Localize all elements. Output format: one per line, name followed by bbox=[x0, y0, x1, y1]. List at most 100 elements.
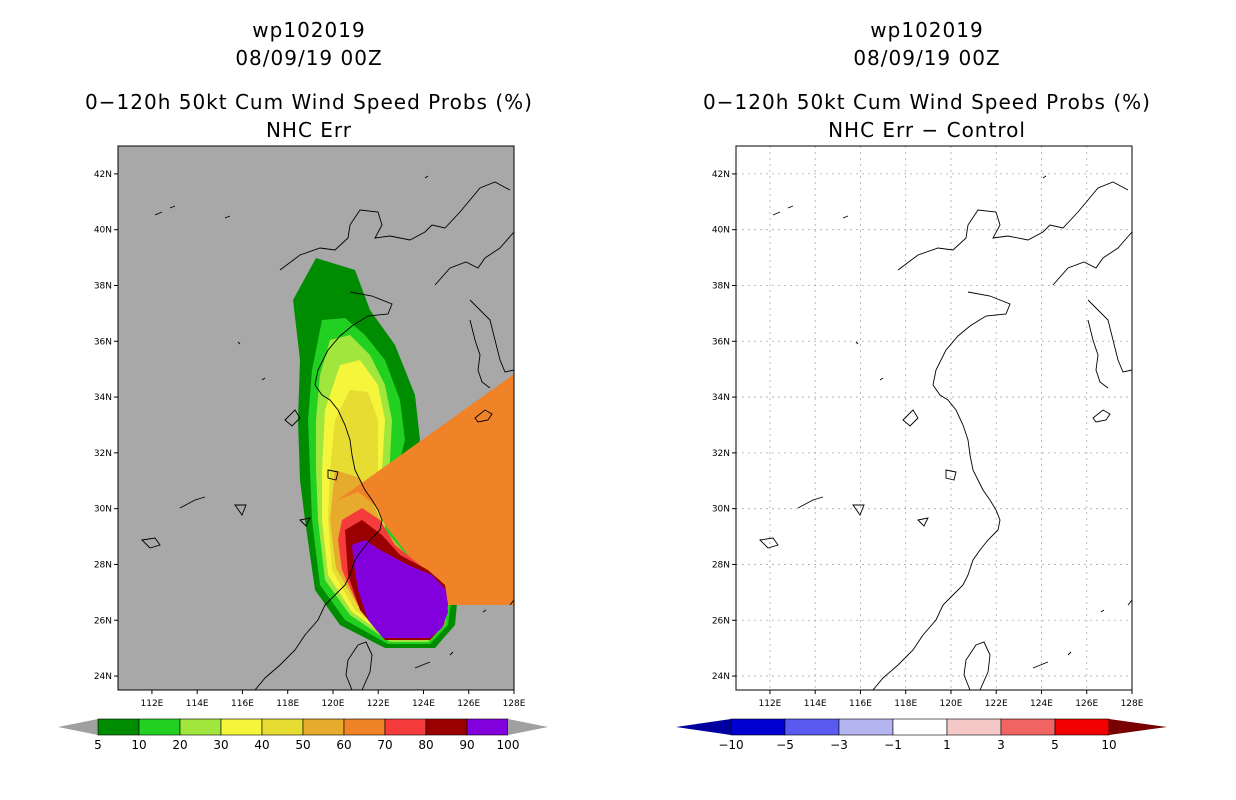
taiwan-coastline bbox=[963, 641, 991, 690]
longitude-ticks: 112E 114E 116E 118E 120E 122E 124E 126E 128E bbox=[141, 690, 526, 709]
colorbar-swatch bbox=[946, 718, 1002, 736]
lat-label: 32N bbox=[712, 449, 730, 459]
lon-label: 112E bbox=[759, 699, 782, 709]
colorbar-label: 5 bbox=[1051, 738, 1059, 752]
lat-label: 28N bbox=[94, 560, 112, 570]
datetime-title: 08/09/19 00Z bbox=[853, 46, 1001, 70]
colorbar-label: −10 bbox=[718, 738, 743, 752]
colorbar-label: 50 bbox=[295, 738, 310, 752]
colorbar-label: 70 bbox=[377, 738, 392, 752]
probability-swath bbox=[293, 258, 514, 648]
lon-label: 126E bbox=[1075, 699, 1098, 709]
china-coastline bbox=[872, 181, 1132, 690]
colorbar-end-high bbox=[508, 719, 548, 735]
lat-label: 26N bbox=[712, 616, 730, 626]
colorbar-label: −1 bbox=[884, 738, 902, 752]
lat-label: 34N bbox=[94, 393, 112, 403]
lon-label: 120E bbox=[940, 699, 963, 709]
lon-label: 114E bbox=[804, 699, 827, 709]
lon-label: 116E bbox=[231, 699, 254, 709]
colorbar-label: −5 bbox=[776, 738, 794, 752]
lat-label: 42N bbox=[712, 170, 730, 180]
colorbar-label: 30 bbox=[213, 738, 228, 752]
lon-label: 112E bbox=[141, 699, 164, 709]
colorbar-label: 3 bbox=[997, 738, 1005, 752]
subtitle: NHC Err bbox=[265, 118, 353, 142]
lat-label: 32N bbox=[94, 449, 112, 459]
lat-label: 30N bbox=[94, 505, 112, 515]
product-title: 0−120h 50kt Cum Wind Speed Probs (%) bbox=[703, 90, 1151, 114]
coastlines bbox=[141, 175, 514, 690]
lon-label: 128E bbox=[503, 699, 526, 709]
colorbar-swatch bbox=[730, 718, 786, 736]
colorbar-end-low bbox=[58, 719, 98, 735]
korea-coastline bbox=[1087, 299, 1132, 389]
colorbar-swatch bbox=[97, 718, 140, 736]
lon-label: 120E bbox=[322, 699, 345, 709]
lon-label: 118E bbox=[894, 699, 917, 709]
colorbar-swatch bbox=[179, 718, 222, 736]
colorbar-label: 80 bbox=[418, 738, 433, 752]
colorbar-label: 90 bbox=[459, 738, 474, 752]
lat-label: 36N bbox=[94, 337, 112, 347]
colorbar-swatch bbox=[892, 718, 948, 736]
lat-label: 40N bbox=[712, 226, 730, 236]
colorbar-swatch bbox=[1054, 718, 1110, 736]
map-background bbox=[736, 146, 1132, 690]
colorbar-label: 20 bbox=[172, 738, 187, 752]
colorbar-label: −3 bbox=[830, 738, 848, 752]
colorbar-swatch bbox=[220, 718, 263, 736]
colorbar-label: 10 bbox=[131, 738, 146, 752]
lon-label: 124E bbox=[1030, 699, 1053, 709]
colorbar-swatch bbox=[384, 718, 427, 736]
lat-label: 34N bbox=[712, 393, 730, 403]
subtitle: NHC Err − Control bbox=[828, 118, 1026, 142]
longitude-ticks: 112E 114E 116E 118E 120E 122E 124E 126E 128E bbox=[759, 690, 1144, 709]
left-panel: wp102019 08/09/19 00Z 0−120h 50kt Cum Wi… bbox=[58, 18, 548, 752]
lake-outline bbox=[759, 175, 1132, 669]
colorbar-end-low bbox=[676, 719, 731, 735]
map-frame bbox=[117, 145, 515, 691]
lat-label: 30N bbox=[712, 505, 730, 515]
korea-coastline bbox=[469, 299, 514, 389]
lat-label: 42N bbox=[94, 170, 112, 180]
colorbar-swatch bbox=[466, 718, 509, 736]
lat-label: 40N bbox=[94, 226, 112, 236]
datetime-title: 08/09/19 00Z bbox=[235, 46, 383, 70]
colorbar-swatch bbox=[302, 718, 345, 736]
china-coastline bbox=[254, 181, 514, 690]
colorbar-swatch bbox=[1000, 718, 1056, 736]
colorbar-swatch bbox=[138, 718, 181, 736]
prob-band-60 bbox=[338, 374, 514, 605]
colorbar-label: 40 bbox=[254, 738, 269, 752]
island-outline bbox=[474, 409, 493, 423]
lon-label: 114E bbox=[186, 699, 209, 709]
map-gridlines bbox=[736, 146, 1132, 690]
probability-colorbar: 5 10 20 30 40 50 60 70 80 90 100 bbox=[58, 718, 548, 752]
lon-label: 124E bbox=[412, 699, 435, 709]
lon-label: 122E bbox=[367, 699, 390, 709]
coastlines bbox=[759, 175, 1132, 690]
lake-outline bbox=[141, 175, 514, 669]
colorbar-swatch bbox=[261, 718, 304, 736]
prob-band-100 bbox=[352, 540, 448, 638]
lat-label: 38N bbox=[712, 281, 730, 291]
map-frame bbox=[735, 145, 1133, 691]
colorbar-swatch bbox=[343, 718, 386, 736]
colorbar-swatch bbox=[838, 718, 894, 736]
colorbar-end-high bbox=[1109, 719, 1167, 735]
difference-colorbar: −10 −5 −3 −1 1 3 5 10 bbox=[676, 718, 1167, 752]
colorbar-label: 100 bbox=[497, 738, 520, 752]
colorbar-swatch bbox=[784, 718, 840, 736]
storm-id-title: wp102019 bbox=[252, 18, 366, 42]
island-outline bbox=[1092, 409, 1111, 423]
colorbar-label: 5 bbox=[94, 738, 102, 752]
lat-label: 28N bbox=[712, 560, 730, 570]
colorbar-label: 10 bbox=[1101, 738, 1116, 752]
lon-label: 126E bbox=[457, 699, 480, 709]
storm-id-title: wp102019 bbox=[870, 18, 984, 42]
latitude-ticks: 42N 40N 38N 36N 34N 32N 30N 28N 26N 24N bbox=[94, 170, 118, 682]
lat-label: 36N bbox=[712, 337, 730, 347]
